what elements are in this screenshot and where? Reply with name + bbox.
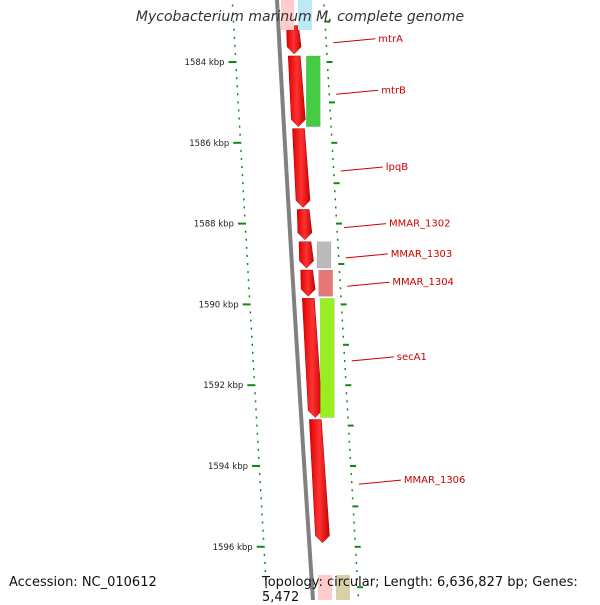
gene-arrow [298, 241, 314, 269]
gene-label-leader [340, 166, 383, 172]
gene-label-leader [343, 223, 387, 229]
feature-track [281, 0, 350, 600]
gene-arrow [296, 209, 313, 241]
gene-arrow [287, 55, 306, 127]
gene-label-leader [345, 253, 388, 259]
tick-label: 1592 kbp [203, 381, 243, 391]
gene-label: mtrA [378, 34, 403, 45]
gene-label-leader [347, 281, 390, 287]
gene-labels: mtrA mtrB lpqB MMAR_1302 MMAR_1303 MMAR_1304s… [333, 34, 465, 486]
tick-label: 1588 kbp [194, 220, 234, 230]
feature-bar [318, 269, 333, 297]
tick-label: 1594 kbp [208, 462, 248, 472]
gene-label-leader [333, 38, 376, 44]
tick-labels: 1584 kbp 1586 kbp 1588 kbp 1590 kbp 1592 kbp… [185, 58, 253, 553]
feature-bar [318, 575, 332, 600]
map-title: Mycobacterium marinum M, complete genome [135, 9, 465, 25]
gene-track [286, 25, 330, 544]
gene-arrow [300, 269, 316, 297]
gene-label-leader [358, 479, 401, 485]
feature-bar [298, 0, 312, 30]
accession-text: Accession: NC_010612 [9, 575, 157, 590]
gene-label-leader [336, 89, 379, 95]
genome-backbone [275, 0, 315, 600]
tick-label: 1586 kbp [189, 139, 229, 149]
gene-label: MMAR_1306 [404, 475, 466, 486]
tick-label: 1584 kbp [185, 58, 225, 68]
feature-bar [336, 575, 350, 600]
gene-label-leader [351, 356, 394, 362]
feature-bar [281, 0, 294, 30]
gene-label: mtrB [381, 85, 406, 96]
gene-arrow [302, 298, 323, 418]
gene-label: MMAR_1304 [392, 277, 454, 288]
tick-label: 1590 kbp [199, 300, 239, 310]
feature-bar [305, 55, 321, 127]
tick-label: 1596 kbp [213, 543, 253, 553]
gene-label: MMAR_1303 [391, 249, 453, 260]
gene-arrow [309, 419, 330, 544]
feature-bar [320, 298, 335, 418]
gene-label: lpqB [386, 162, 408, 173]
gene-arrow [286, 25, 302, 55]
feature-bar [316, 241, 332, 269]
inner-tick-marks [228, 4, 268, 597]
gene-label: MMAR_1302 [389, 219, 451, 230]
outer-tick-marks [323, 4, 364, 597]
topology-text: Topology: circular; Length: 6,636,827 bp… [262, 575, 578, 605]
gene-arrow [292, 128, 311, 208]
gene-label: secA1 [397, 352, 427, 363]
